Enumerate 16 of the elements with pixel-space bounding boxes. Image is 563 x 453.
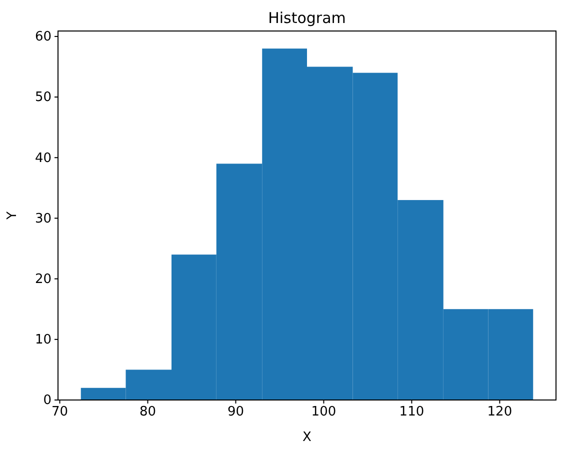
x-tick-label: 90 — [227, 404, 244, 420]
y-tick-label: 10 — [34, 332, 52, 348]
x-tick-label: 110 — [399, 404, 424, 420]
y-tick-label: 0 — [43, 393, 52, 408]
x-tick-label: 120 — [487, 404, 512, 420]
x-tick-label: 100 — [311, 404, 336, 420]
x-axis-title: X — [302, 430, 312, 445]
y-tick-label: 40 — [34, 150, 52, 166]
y-axis-title: Y — [5, 211, 20, 220]
x-tick-label: 80 — [139, 404, 156, 420]
y-tick-label: 50 — [34, 90, 52, 106]
y-tick-label: 60 — [34, 30, 52, 45]
x-tick-label: 70 — [51, 404, 68, 420]
chart-title: Histogram — [268, 9, 346, 27]
y-tick-label: 30 — [34, 211, 52, 226]
y-tick-label: 20 — [34, 272, 52, 287]
